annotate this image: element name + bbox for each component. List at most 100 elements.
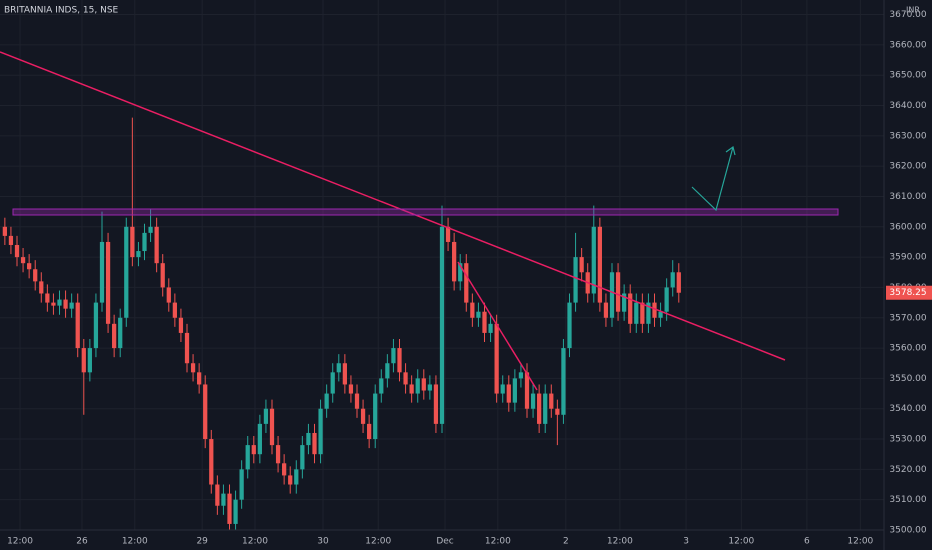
candle-body [27, 263, 32, 270]
candle-body [603, 302, 609, 318]
candle-body [567, 302, 572, 349]
candle-body [482, 311, 487, 333]
candle-body [561, 348, 566, 415]
candle-body [245, 445, 250, 470]
candle-body [239, 469, 244, 500]
x-tick-label: 12:00 [485, 537, 511, 547]
chart-title: BRITANNIA INDS, 15, NSE [4, 6, 119, 16]
candle-body [190, 363, 196, 373]
candle-body [391, 348, 396, 364]
candles [2, 117, 681, 530]
candle-body [470, 302, 475, 318]
candle-body [348, 384, 354, 394]
x-tick-label: 12:00 [7, 537, 33, 547]
candle-body [622, 293, 627, 312]
candle-body [464, 263, 469, 303]
candle-body [87, 348, 92, 373]
projection-arrow [691, 145, 736, 212]
candle-body [57, 299, 62, 306]
candle-body [282, 463, 287, 476]
y-tick-label: 3570.00 [889, 313, 926, 323]
y-tick-label: 3600.00 [889, 222, 926, 232]
candle-body [367, 423, 372, 440]
candle-body [549, 393, 554, 409]
candle-body [360, 408, 366, 424]
candle-body [69, 302, 74, 309]
y-tick-label: 3530.00 [889, 435, 926, 445]
candle-body [263, 408, 269, 424]
candle-body [99, 241, 105, 303]
candle-body [136, 251, 141, 258]
y-tick-label: 3610.00 [889, 192, 926, 202]
y-tick-label: 3500.00 [889, 526, 926, 536]
grid [0, 0, 884, 531]
candle-body [227, 493, 232, 524]
candle-body [318, 408, 323, 455]
candle-body [93, 302, 99, 349]
candle-body [197, 372, 202, 385]
candle-body [433, 384, 439, 424]
candle-body [439, 226, 445, 424]
x-tick-label: 30 [317, 537, 329, 547]
candle-body [184, 332, 190, 364]
candle-body [118, 317, 123, 349]
candle-body [476, 311, 481, 318]
y-tick-label: 3520.00 [889, 465, 926, 475]
candle-body [105, 241, 111, 324]
candle-body [251, 445, 256, 455]
y-tick-label: 3540.00 [889, 404, 926, 414]
x-tick-label: 12:00 [847, 537, 873, 547]
candle-body [8, 235, 14, 245]
candle-body [670, 272, 675, 288]
candle-body [39, 281, 44, 294]
candle-body [445, 226, 451, 242]
candle-body [166, 287, 171, 303]
y-tick-label: 3620.00 [889, 162, 926, 172]
candle-body [488, 323, 493, 333]
trend-line [457, 261, 538, 391]
candle-body [634, 302, 639, 324]
candle-body [421, 378, 426, 391]
candle-body [2, 226, 7, 236]
candle-body [676, 272, 681, 293]
candle-body [112, 323, 117, 349]
candle-body [45, 293, 50, 303]
candle-body [148, 226, 153, 233]
candle-body [75, 302, 80, 349]
y-tick-label: 3650.00 [889, 71, 926, 81]
candle-body [385, 363, 390, 379]
x-tick-label: 12:00 [607, 537, 633, 547]
candle-body [415, 378, 420, 394]
candle-body [288, 475, 293, 485]
y-tick-label: 3630.00 [889, 131, 926, 141]
candle-body [658, 311, 663, 318]
candle-body [203, 384, 208, 440]
candle-body [14, 244, 20, 258]
candle-body [324, 393, 329, 409]
candle-body [403, 372, 408, 385]
x-tick-label: 26 [76, 537, 88, 547]
x-tick-label: 12:00 [122, 537, 148, 547]
candle-body [336, 363, 341, 373]
candle-body [294, 469, 299, 485]
x-tick-label: Dec [436, 537, 453, 547]
y-tick-label: 3590.00 [889, 253, 926, 263]
candle-body [518, 372, 524, 379]
last-price-label: 3578.25 [889, 288, 926, 298]
candle-body [530, 393, 536, 409]
candle-body [51, 302, 56, 306]
candle-body [160, 263, 165, 288]
candle-body [609, 272, 615, 318]
candle-body [63, 299, 68, 309]
resistance-zone [12, 208, 839, 216]
candle-body [640, 302, 645, 324]
x-tick-label: 12:00 [242, 537, 268, 547]
candle-body [397, 348, 402, 373]
y-tick-label: 3660.00 [889, 40, 926, 50]
candle-body [543, 393, 548, 424]
candle-body [379, 378, 384, 394]
candle-body [330, 372, 335, 394]
candle-body [354, 393, 360, 409]
x-tick-label: 2 [563, 537, 569, 547]
